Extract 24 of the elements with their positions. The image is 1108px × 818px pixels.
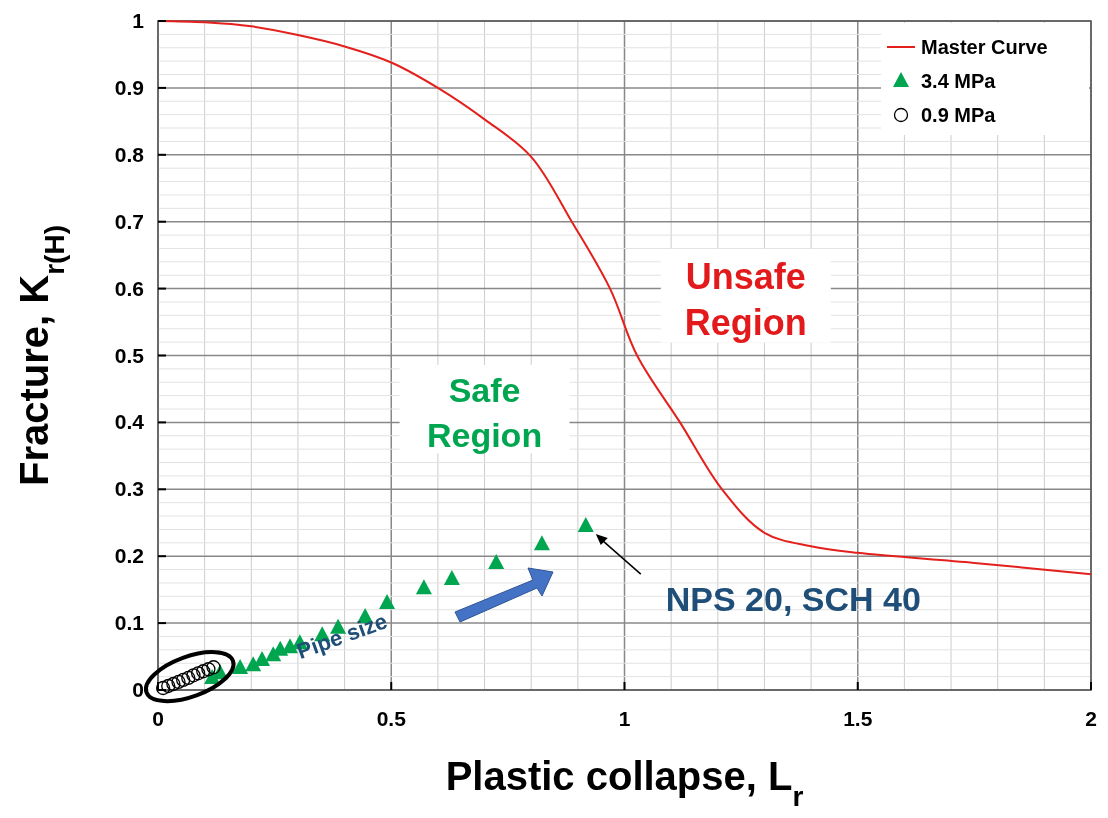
annotation: NPS 20, SCH 40 — [665, 580, 921, 619]
legend-label: 3.4 MPa — [921, 70, 997, 92]
y-tick-label: 0.9 — [114, 75, 144, 99]
y-tick-label: 0.3 — [114, 477, 144, 501]
x-tick-label: 1.5 — [843, 707, 873, 730]
x-tick-label: 1 — [618, 707, 631, 730]
legend-label: Master Curve — [921, 36, 1048, 58]
x-tick-label: 2 — [1085, 707, 1097, 730]
y-tick-label: 0.7 — [114, 209, 144, 233]
y-tick-label: 0.4 — [114, 410, 145, 434]
y-tick-label: 0.1 — [114, 611, 145, 635]
annotation: Safe Region — [426, 371, 543, 454]
y-tick-label: 1 — [132, 9, 145, 32]
legend-label: 0.9 MPa — [921, 104, 997, 126]
y-tick-label: 0.8 — [114, 142, 145, 166]
annotation: Pipe size — [293, 608, 391, 664]
x-axis-title: Plastic collapse, L$_{r}$ — [445, 754, 804, 812]
y-tick-label: 0.5 — [114, 343, 145, 367]
x-tick-label: 0 — [152, 707, 164, 730]
y-tick-label: 0 — [132, 678, 144, 701]
x-tick-label: 0.5 — [376, 707, 407, 730]
annotation: Unsafe Region — [684, 255, 807, 344]
y-tick-label: 0.6 — [114, 276, 144, 300]
y-tick-label: 0.2 — [114, 544, 144, 568]
